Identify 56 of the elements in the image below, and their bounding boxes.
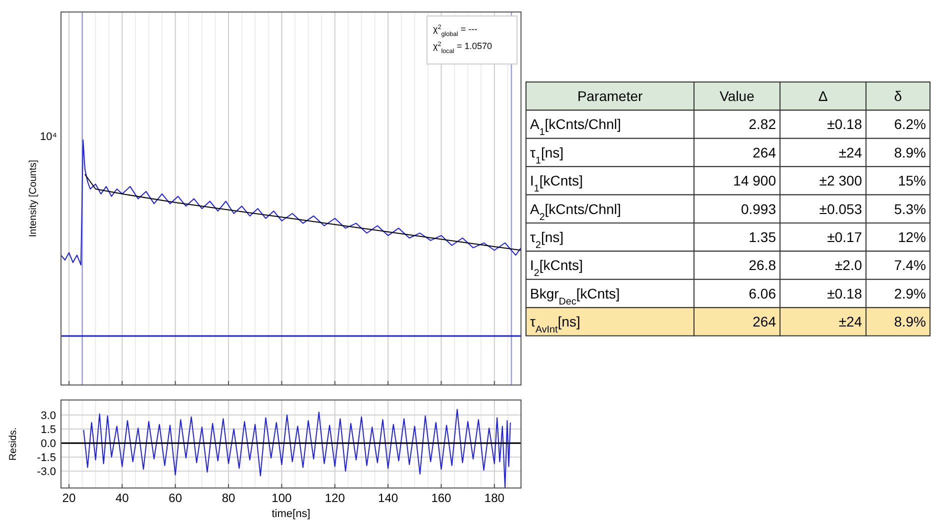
text: ±0.18 bbox=[827, 116, 862, 132]
text: ±0.17 bbox=[827, 229, 862, 245]
text: A$_{2}$[kCnts/Chnl] bbox=[530, 200, 622, 222]
text: Bkgr$_{Dec}$[kCnts] bbox=[530, 285, 620, 307]
text: ±0.18 bbox=[827, 285, 862, 302]
x-tick-label: 140 bbox=[378, 491, 398, 505]
y-tick-label: 1.5 bbox=[40, 424, 56, 436]
text: 5.3% bbox=[894, 200, 926, 217]
fit-statistics-box: χ$^{2}$$_{global}$ = --- χ$^{2}$$_{local}$ = 1.0570 bbox=[426, 16, 518, 64]
text: τ$_{2}$[ns] bbox=[530, 229, 564, 250]
x-tick-label: 160 bbox=[431, 491, 452, 505]
line-series bbox=[83, 408, 511, 488]
text: δ bbox=[894, 88, 902, 104]
text: A$_{1}$[kCnts/Chnl] bbox=[530, 116, 622, 138]
text: Parameter bbox=[577, 88, 644, 104]
text: 26.8 bbox=[748, 257, 776, 274]
x-tick-label: 180 bbox=[484, 491, 505, 505]
y-axis-title: Resids. bbox=[8, 427, 19, 461]
text: 15% bbox=[898, 172, 926, 189]
text: ±2 300 bbox=[819, 172, 862, 189]
text: 2.9% bbox=[894, 285, 926, 302]
text: 14 900 bbox=[733, 172, 776, 189]
text: 8.9% bbox=[894, 314, 926, 330]
text: 6.2% bbox=[894, 116, 926, 132]
text: ±24 bbox=[838, 314, 862, 330]
text: 10⁴ bbox=[40, 131, 58, 143]
x-axis-title: time[ns] bbox=[272, 508, 310, 520]
text: I$_{2}$[kCnts] bbox=[530, 257, 583, 279]
text: τ$_{AvInt}$[ns] bbox=[530, 314, 580, 336]
y-tick-label: -3.0 bbox=[37, 466, 56, 478]
text: 1.35 bbox=[748, 229, 776, 245]
text: Δ bbox=[818, 88, 828, 104]
text: ±0.053 bbox=[819, 200, 862, 217]
text: 8.9% bbox=[894, 144, 926, 160]
text: ±2.0 bbox=[834, 257, 862, 274]
text: 264 bbox=[752, 144, 776, 160]
x-tick-label: 120 bbox=[324, 491, 346, 505]
text: I$_{1}$[kCnts] bbox=[530, 172, 583, 194]
text: 264 bbox=[752, 314, 776, 330]
text: 0.993 bbox=[740, 200, 776, 217]
y-tick-label: 0.0 bbox=[40, 438, 56, 450]
x-tick-label: 20 bbox=[62, 491, 76, 505]
text: 6.06 bbox=[748, 285, 776, 302]
text: 7.4% bbox=[894, 257, 926, 274]
text: 12% bbox=[898, 229, 926, 245]
text: Value bbox=[720, 88, 755, 104]
y-tick-label: 3.0 bbox=[40, 410, 56, 422]
text: 2.82 bbox=[748, 116, 776, 132]
x-tick-label: 60 bbox=[168, 491, 182, 505]
y-axis-title: Intensity [Counts] bbox=[28, 160, 39, 238]
x-tick-label: 40 bbox=[115, 491, 130, 505]
y-tick-label: -1.5 bbox=[37, 452, 56, 464]
text: τ$_{1}$[ns] bbox=[530, 144, 564, 166]
x-tick-label: 100 bbox=[272, 491, 292, 505]
x-tick-label: 80 bbox=[222, 491, 236, 505]
text: ±24 bbox=[838, 144, 862, 160]
